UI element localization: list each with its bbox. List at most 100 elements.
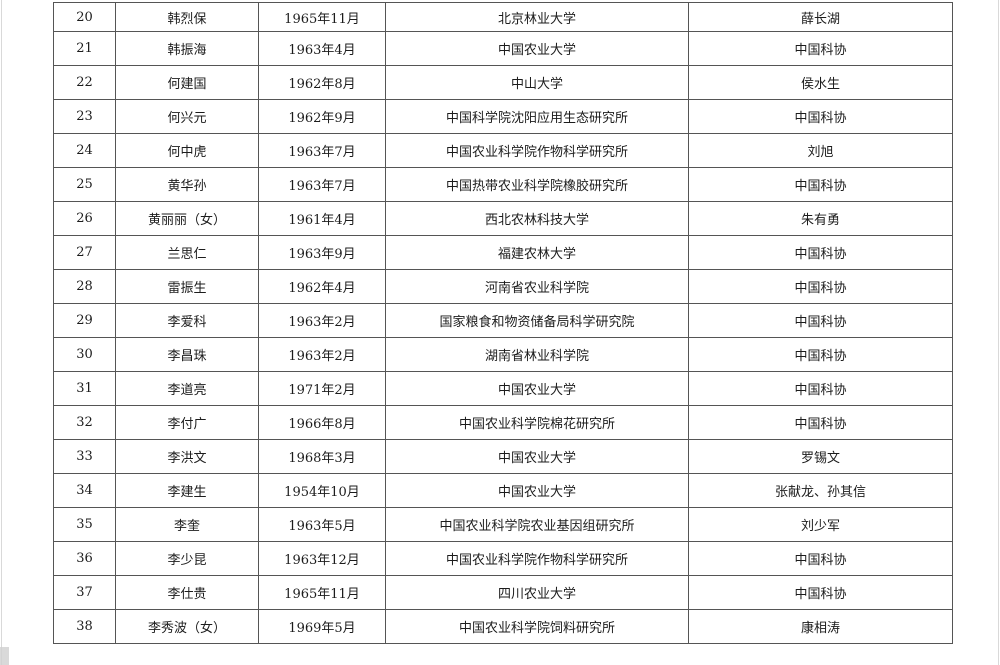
cell-name: 李付广 [115,405,259,440]
cell-name: 李秀波（女） [115,609,259,644]
cell-name: 李洪文 [115,439,259,474]
cell-name: 雷振生 [115,269,259,304]
table-row: 23 何兴元 1962年9月 中国科学院沈阳应用生态研究所 中国科协 [53,99,953,134]
cell-recommender: 张献龙、孙其信 [688,473,953,508]
table-row: 32 李付广 1966年8月 中国农业科学院棉花研究所 中国科协 [53,405,953,440]
table-row: 34 李建生 1954年10月 中国农业大学 张献龙、孙其信 [53,473,953,508]
table-row: 37 李仕贵 1965年11月 四川农业大学 中国科协 [53,575,953,610]
cell-institution: 中国农业科学院农业基因组研究所 [385,507,689,542]
cell-institution: 中国农业科学院作物科学研究所 [385,133,689,168]
cell-recommender: 中国科协 [688,575,953,610]
cell-institution: 中国农业大学 [385,31,689,66]
cell-institution: 中国农业科学院棉花研究所 [385,405,689,440]
page-right-edge [998,0,999,665]
table-row: 38 李秀波（女） 1969年5月 中国农业科学院饲料研究所 康相涛 [53,609,953,644]
cell-recommender: 康相涛 [688,609,953,644]
cell-birth-date: 1963年5月 [258,507,386,542]
page-left-edge [1,0,2,665]
cell-recommender: 刘旭 [688,133,953,168]
cell-no: 35 [53,507,116,542]
cell-name: 兰思仁 [115,235,259,270]
table-row: 20 韩烈保 1965年11月 北京林业大学 薛长湖 [53,2,953,32]
cell-recommender: 侯水生 [688,65,953,100]
cell-name: 何兴元 [115,99,259,134]
cell-recommender: 中国科协 [688,337,953,372]
cell-no: 37 [53,575,116,610]
cell-birth-date: 1963年12月 [258,541,386,576]
cell-institution: 中国农业大学 [385,371,689,406]
cell-recommender: 中国科协 [688,541,953,576]
cell-institution: 西北农林科技大学 [385,201,689,236]
table-row: 31 李道亮 1971年2月 中国农业大学 中国科协 [53,371,953,406]
cell-birth-date: 1963年4月 [258,31,386,66]
cell-institution: 中山大学 [385,65,689,100]
cell-no: 25 [53,167,116,202]
table-row: 35 李奎 1963年5月 中国农业科学院农业基因组研究所 刘少军 [53,507,953,542]
cell-name: 李少昆 [115,541,259,576]
cell-birth-date: 1968年3月 [258,439,386,474]
cell-no: 31 [53,371,116,406]
cell-birth-date: 1963年2月 [258,337,386,372]
cell-no: 23 [53,99,116,134]
cell-no: 33 [53,439,116,474]
page-corner-shadow [0,647,9,665]
cell-recommender: 中国科协 [688,99,953,134]
table-row: 29 李爱科 1963年2月 国家粮食和物资储备局科学研究院 中国科协 [53,303,953,338]
cell-institution: 河南省农业科学院 [385,269,689,304]
table-row: 28 雷振生 1962年4月 河南省农业科学院 中国科协 [53,269,953,304]
cell-birth-date: 1962年9月 [258,99,386,134]
cell-name: 李昌珠 [115,337,259,372]
cell-institution: 国家粮食和物资储备局科学研究院 [385,303,689,338]
table-row: 30 李昌珠 1963年2月 湖南省林业科学院 中国科协 [53,337,953,372]
cell-name: 李建生 [115,473,259,508]
cell-no: 29 [53,303,116,338]
table-row: 27 兰思仁 1963年9月 福建农林大学 中国科协 [53,235,953,270]
table-row: 33 李洪文 1968年3月 中国农业大学 罗锡文 [53,439,953,474]
cell-no: 24 [53,133,116,168]
table-body: 20 韩烈保 1965年11月 北京林业大学 薛长湖 21 韩振海 1963年4… [53,2,953,644]
cell-recommender: 中国科协 [688,269,953,304]
cell-recommender: 中国科协 [688,303,953,338]
table-row: 24 何中虎 1963年7月 中国农业科学院作物科学研究所 刘旭 [53,133,953,168]
cell-birth-date: 1963年7月 [258,167,386,202]
cell-birth-date: 1961年4月 [258,201,386,236]
cell-no: 26 [53,201,116,236]
cell-no: 38 [53,609,116,644]
cell-no: 30 [53,337,116,372]
cell-institution: 中国农业大学 [385,473,689,508]
cell-name: 韩振海 [115,31,259,66]
cell-no: 34 [53,473,116,508]
cell-institution: 中国农业大学 [385,439,689,474]
cell-institution: 四川农业大学 [385,575,689,610]
cell-institution: 中国科学院沈阳应用生态研究所 [385,99,689,134]
cell-institution: 湖南省林业科学院 [385,337,689,372]
cell-name: 黄华孙 [115,167,259,202]
cell-name: 何中虎 [115,133,259,168]
cell-name: 李奎 [115,507,259,542]
cell-birth-date: 1971年2月 [258,371,386,406]
table-row: 22 何建国 1962年8月 中山大学 侯水生 [53,65,953,100]
cell-no: 36 [53,541,116,576]
cell-birth-date: 1954年10月 [258,473,386,508]
cell-institution: 中国农业科学院作物科学研究所 [385,541,689,576]
table-row: 26 黄丽丽（女） 1961年4月 西北农林科技大学 朱有勇 [53,201,953,236]
cell-institution: 中国农业科学院饲料研究所 [385,609,689,644]
cell-institution: 中国热带农业科学院橡胶研究所 [385,167,689,202]
cell-name: 李道亮 [115,371,259,406]
cell-birth-date: 1965年11月 [258,2,386,32]
cell-recommender: 中国科协 [688,31,953,66]
cell-birth-date: 1963年9月 [258,235,386,270]
cell-institution: 北京林业大学 [385,2,689,32]
cell-name: 韩烈保 [115,2,259,32]
cell-birth-date: 1963年2月 [258,303,386,338]
cell-recommender: 薛长湖 [688,2,953,32]
cell-no: 27 [53,235,116,270]
table-row: 36 李少昆 1963年12月 中国农业科学院作物科学研究所 中国科协 [53,541,953,576]
cell-birth-date: 1962年8月 [258,65,386,100]
cell-birth-date: 1969年5月 [258,609,386,644]
cell-no: 21 [53,31,116,66]
cell-recommender: 罗锡文 [688,439,953,474]
cell-recommender: 中国科协 [688,405,953,440]
cell-birth-date: 1962年4月 [258,269,386,304]
